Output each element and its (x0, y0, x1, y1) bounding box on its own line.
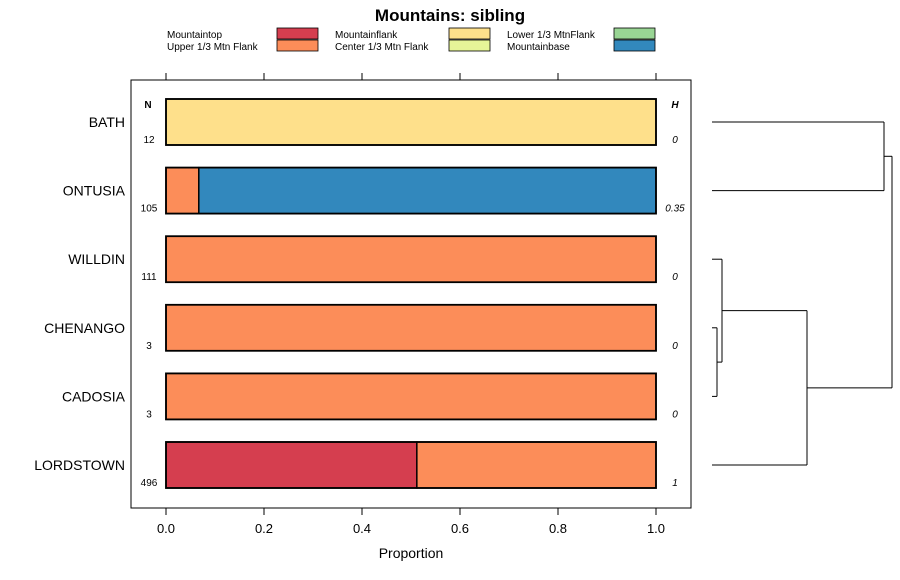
row-labels: BATH 12 0 ONTUSIA 105 0.35 WILLDIN 111 0 CHENANGO… (34, 114, 685, 489)
chart-title: Mountains: sibling (375, 6, 525, 25)
legend-item-lower-1-3-mtnflank: Lower 1/3 MtnFlank (507, 27, 656, 41)
bar-segment-upper-1-3-mtn-flank (416, 441, 657, 489)
bar-outline (165, 166, 657, 215)
n-value: 12 (143, 135, 155, 146)
n-value: 3 (146, 341, 152, 352)
legend-swatch (276, 39, 319, 52)
legend-item-mountainbase: Mountainbase (507, 39, 656, 53)
n-value: 3 (146, 409, 152, 420)
plot-frame (130, 79, 692, 509)
row-label-cadosia: CADOSIA (62, 388, 126, 404)
x-tick-label: 0.6 (451, 521, 469, 536)
bar-outline (165, 303, 657, 352)
legend-item-mountaintop: Mountaintop (167, 27, 319, 41)
bar-segment-upper-1-3-mtn-flank (165, 235, 657, 283)
legend-label: Mountainflank (335, 30, 398, 41)
x-tick-label: 0.8 (549, 521, 567, 536)
bar-outline (165, 235, 657, 284)
bar-segment-upper-1-3-mtn-flank (165, 304, 657, 352)
legend-item-mountainflank: Mountainflank (335, 27, 491, 41)
bar-outline (165, 441, 657, 489)
row-label-lordstown: LORDSTOWN (34, 457, 125, 473)
row-label-bath: BATH (89, 114, 125, 130)
row-label-willdin: WILLDIN (68, 251, 125, 267)
h-value: 0 (672, 135, 678, 146)
legend-label: Mountaintop (167, 30, 222, 41)
x-axis-title: Proportion (379, 545, 444, 561)
bars (165, 98, 657, 489)
bar-row-ontusia (165, 166, 657, 215)
axes: 0.0 0.2 0.4 0.6 0.8 1.0 (157, 73, 665, 536)
row-label-chenango: CHENANGO (44, 320, 125, 336)
legend-label: Lower 1/3 MtnFlank (507, 30, 596, 41)
legend-item-center-1-3-mtn-flank: Center 1/3 Mtn Flank (335, 39, 491, 53)
bar-segment-mountaintop (165, 441, 418, 489)
bar-row-lordstown (165, 441, 657, 489)
x-tick-label: 0.0 (157, 521, 175, 536)
bar-row-willdin (165, 235, 657, 284)
legend-swatch (613, 27, 656, 40)
legend-label: Mountainbase (507, 42, 570, 53)
legend-swatch (448, 39, 491, 52)
row-label-ontusia: ONTUSIA (63, 183, 126, 199)
bar-row-cadosia (165, 372, 657, 421)
n-value: 111 (141, 272, 157, 283)
bar-row-bath (165, 98, 657, 146)
h-value: 0.35 (665, 204, 685, 215)
x-tick-label: 0.4 (353, 521, 371, 536)
h-value: 0 (672, 341, 678, 352)
bar-row-chenango (165, 303, 657, 352)
bar-outline (165, 372, 657, 421)
bar-segment-mountainbase (198, 166, 657, 215)
legend-swatch (276, 27, 319, 40)
n-value: 105 (141, 204, 158, 215)
legend-item-upper-1-3-mtn-flank: Upper 1/3 Mtn Flank (167, 39, 319, 53)
bar-segment-upper-1-3-mtn-flank (165, 372, 657, 421)
h-value: 0 (672, 409, 678, 420)
dendrogram (712, 121, 893, 466)
legend-label: Upper 1/3 Mtn Flank (167, 42, 259, 53)
h-value: 1 (672, 478, 678, 489)
bar-segment-upper-1-3-mtn-flank (165, 166, 200, 215)
legend-swatch (613, 39, 656, 52)
bar-segment-mountainflank (165, 98, 657, 146)
n-column-header: N (144, 100, 151, 111)
x-tick-label: 1.0 (647, 521, 665, 536)
legend-label: Center 1/3 Mtn Flank (335, 42, 429, 53)
bar-outline (165, 98, 657, 146)
n-value: 496 (141, 478, 158, 489)
x-tick-label: 0.2 (255, 521, 273, 536)
h-value: 0 (672, 272, 678, 283)
h-column-header: H (671, 100, 679, 111)
legend-swatch (448, 27, 491, 40)
